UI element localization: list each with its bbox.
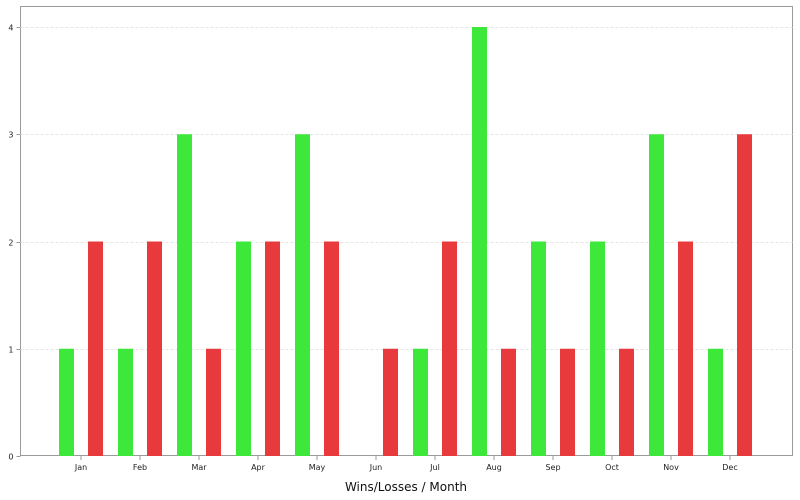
x-tick-label-jun: Jun bbox=[369, 463, 383, 472]
bar-feb-series-1 bbox=[118, 348, 133, 456]
y-tick-label-3: 3 bbox=[8, 131, 13, 140]
x-tick-label-oct: Oct bbox=[605, 463, 619, 472]
bar-may-series-1 bbox=[295, 134, 310, 456]
bar-jan-series-1 bbox=[59, 348, 74, 456]
x-tick-label-mar: Mar bbox=[191, 463, 207, 472]
bar-nov-series-2 bbox=[678, 241, 693, 456]
y-tick-label-4: 4 bbox=[8, 24, 13, 33]
bar-may-series-2 bbox=[324, 241, 339, 456]
bar-jan-series-2 bbox=[88, 241, 103, 456]
bar-oct-series-2 bbox=[619, 348, 634, 456]
bar-sep-series-1 bbox=[531, 241, 546, 456]
x-tick-label-may: May bbox=[309, 463, 326, 472]
x-axis-title: Wins/Losses / Month bbox=[345, 480, 467, 494]
bar-apr-series-2 bbox=[265, 241, 280, 456]
bar-jun-series-2 bbox=[383, 348, 398, 456]
bars bbox=[59, 27, 752, 456]
y-tick-label-1: 1 bbox=[8, 346, 13, 355]
bar-aug-series-1 bbox=[472, 27, 487, 456]
bar-dec-series-2 bbox=[737, 134, 752, 456]
bar-jul-series-2 bbox=[442, 241, 457, 456]
x-tick-label-dec: Dec bbox=[722, 463, 737, 472]
bar-apr-series-1 bbox=[236, 241, 251, 456]
y-tick-label-0: 0 bbox=[8, 453, 13, 462]
bar-oct-series-1 bbox=[590, 241, 605, 456]
plot-frame bbox=[20, 6, 793, 456]
bar-mar-series-1 bbox=[177, 134, 192, 456]
bar-dec-series-1 bbox=[708, 348, 723, 456]
x-tick-label-jul: Jul bbox=[429, 463, 440, 472]
x-tick-label-nov: Nov bbox=[663, 463, 679, 472]
x-tick-label-aug: Aug bbox=[486, 463, 502, 472]
x-axis-ticks: Jan Feb Mar Apr May Jun Jul Aug Sep Oct Nov Dec bbox=[74, 456, 738, 472]
x-tick-label-jan: Jan bbox=[74, 463, 87, 472]
bar-sep-series-2 bbox=[560, 348, 575, 456]
x-tick-label-apr: Apr bbox=[251, 463, 266, 472]
bar-aug-series-2 bbox=[501, 348, 516, 456]
x-tick-label-feb: Feb bbox=[133, 463, 147, 472]
y-axis-ticks: 0 1 2 3 4 bbox=[8, 24, 21, 462]
x-tick-label-sep: Sep bbox=[545, 463, 560, 472]
gridlines bbox=[20, 27, 793, 350]
y-tick-label-2: 2 bbox=[8, 239, 13, 248]
bar-mar-series-2 bbox=[206, 348, 221, 456]
bar-feb-series-2 bbox=[147, 241, 162, 456]
bar-nov-series-1 bbox=[649, 134, 664, 456]
bar-jul-series-1 bbox=[413, 348, 428, 456]
